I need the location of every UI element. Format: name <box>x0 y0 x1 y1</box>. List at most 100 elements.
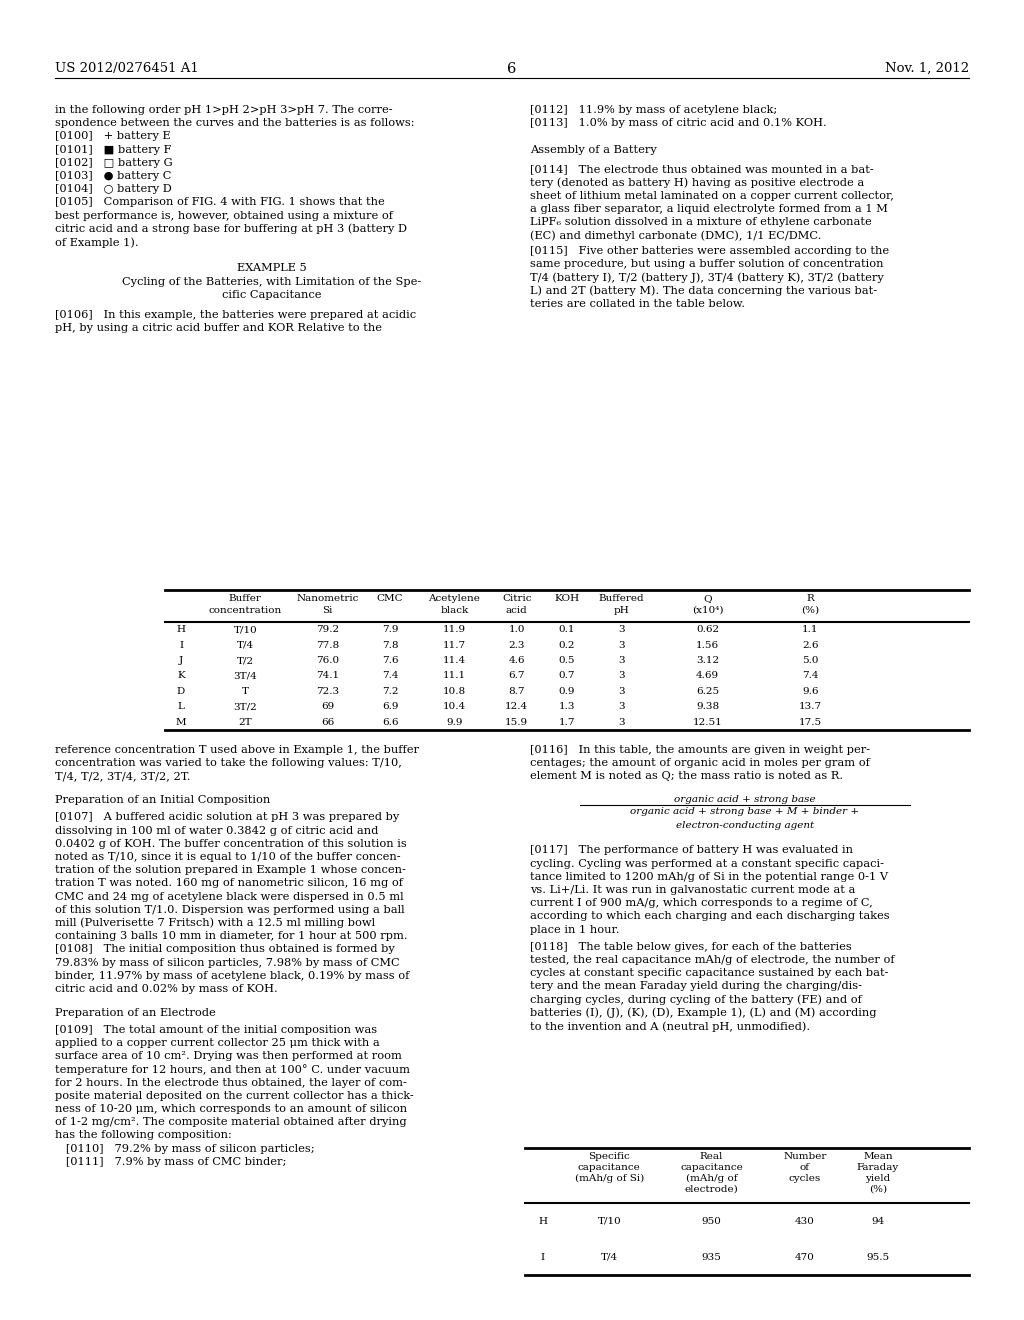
Text: dissolving in 100 ml of water 0.3842 g of citric acid and: dissolving in 100 ml of water 0.3842 g o… <box>55 825 379 836</box>
Text: organic acid + strong base: organic acid + strong base <box>674 796 816 804</box>
Text: 2.6: 2.6 <box>802 640 818 649</box>
Text: 79.2: 79.2 <box>316 626 339 634</box>
Text: 3: 3 <box>617 672 625 681</box>
Text: to the invention and A (neutral pH, unmodified).: to the invention and A (neutral pH, unmo… <box>530 1020 810 1031</box>
Text: reference concentration T used above in Example 1, the buffer: reference concentration T used above in … <box>55 744 419 755</box>
Text: 7.6: 7.6 <box>382 656 398 665</box>
Text: capacitance: capacitance <box>680 1163 742 1172</box>
Text: Nanometric: Nanometric <box>297 594 359 603</box>
Text: centages; the amount of organic acid in moles per gram of: centages; the amount of organic acid in … <box>530 758 869 768</box>
Text: 8.7: 8.7 <box>509 686 525 696</box>
Text: T/4: T/4 <box>237 640 254 649</box>
Text: citric acid and a strong base for buffering at pH 3 (battery D: citric acid and a strong base for buffer… <box>55 224 407 235</box>
Text: in the following order pH 1>pH 2>pH 3>pH 7. The corre-: in the following order pH 1>pH 2>pH 3>pH… <box>55 106 392 115</box>
Text: of 1-2 mg/cm². The composite material obtained after drying: of 1-2 mg/cm². The composite material ob… <box>55 1117 407 1127</box>
Text: 3: 3 <box>617 718 625 727</box>
Text: 12.4: 12.4 <box>505 702 528 711</box>
Text: 0.2: 0.2 <box>559 640 575 649</box>
Text: mill (Pulverisette 7 Fritsch) with a 12.5 ml milling bowl: mill (Pulverisette 7 Fritsch) with a 12.… <box>55 917 375 928</box>
Text: [0101]   ■ battery F: [0101] ■ battery F <box>55 145 171 154</box>
Text: cycling. Cycling was performed at a constant specific capaci-: cycling. Cycling was performed at a cons… <box>530 858 884 869</box>
Text: concentration was varied to take the following values: T/10,: concentration was varied to take the fol… <box>55 758 401 768</box>
Text: best performance is, however, obtained using a mixture of: best performance is, however, obtained u… <box>55 211 393 220</box>
Text: 77.8: 77.8 <box>316 640 339 649</box>
Text: 6: 6 <box>507 62 517 77</box>
Text: 1.3: 1.3 <box>559 702 575 711</box>
Text: binder, 11.97% by mass of acetylene black, 0.19% by mass of: binder, 11.97% by mass of acetylene blac… <box>55 970 410 981</box>
Text: EXAMPLE 5: EXAMPLE 5 <box>238 264 307 273</box>
Text: applied to a copper current collector 25 μm thick with a: applied to a copper current collector 25… <box>55 1038 380 1048</box>
Text: (EC) and dimethyl carbonate (DMC), 1/1 EC/DMC.: (EC) and dimethyl carbonate (DMC), 1/1 E… <box>530 231 821 242</box>
Text: 1.56: 1.56 <box>696 640 719 649</box>
Text: citric acid and 0.02% by mass of KOH.: citric acid and 0.02% by mass of KOH. <box>55 983 278 994</box>
Text: Assembly of a Battery: Assembly of a Battery <box>530 145 656 154</box>
Text: 3: 3 <box>617 686 625 696</box>
Text: 3: 3 <box>617 702 625 711</box>
Text: [0117]   The performance of battery H was evaluated in: [0117] The performance of battery H was … <box>530 845 853 855</box>
Text: [0115]   Five other batteries were assembled according to the: [0115] Five other batteries were assembl… <box>530 247 889 256</box>
Text: for 2 hours. In the electrode thus obtained, the layer of com-: for 2 hours. In the electrode thus obtai… <box>55 1077 407 1088</box>
Text: teries are collated in the table below.: teries are collated in the table below. <box>530 300 745 309</box>
Text: [0107]   A buffered acidic solution at pH 3 was prepared by: [0107] A buffered acidic solution at pH … <box>55 812 399 822</box>
Text: (mAh/g of: (mAh/g of <box>686 1173 737 1183</box>
Text: KOH: KOH <box>554 594 580 603</box>
Text: 2.3: 2.3 <box>509 640 525 649</box>
Text: 7.9: 7.9 <box>382 626 398 634</box>
Text: batteries (I), (J), (K), (D), Example 1), (L) and (M) according: batteries (I), (J), (K), (D), Example 1)… <box>530 1007 877 1018</box>
Text: Real: Real <box>699 1152 723 1162</box>
Text: 7.4: 7.4 <box>802 672 818 681</box>
Text: [0110]   79.2% by mass of silicon particles;: [0110] 79.2% by mass of silicon particle… <box>55 1143 314 1154</box>
Text: of Example 1).: of Example 1). <box>55 238 138 248</box>
Text: cycles: cycles <box>788 1173 821 1183</box>
Text: tration of the solution prepared in Example 1 whose concen-: tration of the solution prepared in Exam… <box>55 865 406 875</box>
Text: capacitance: capacitance <box>578 1163 641 1172</box>
Text: 3T/4: 3T/4 <box>233 672 257 681</box>
Text: tration T was noted. 160 mg of nanometric silicon, 16 mg of: tration T was noted. 160 mg of nanometri… <box>55 878 403 888</box>
Text: T/4 (battery I), T/2 (battery J), 3T/4 (battery K), 3T/2 (battery: T/4 (battery I), T/2 (battery J), 3T/4 (… <box>530 273 884 284</box>
Text: 9.38: 9.38 <box>696 702 719 711</box>
Text: 950: 950 <box>701 1217 722 1225</box>
Text: 11.4: 11.4 <box>442 656 466 665</box>
Text: Specific: Specific <box>589 1152 630 1162</box>
Text: 3.12: 3.12 <box>696 656 719 665</box>
Text: 6.9: 6.9 <box>382 702 398 711</box>
Text: T/10: T/10 <box>233 626 257 634</box>
Text: Mean: Mean <box>863 1152 893 1162</box>
Text: 2T: 2T <box>239 718 252 727</box>
Text: Nov. 1, 2012: Nov. 1, 2012 <box>885 62 969 75</box>
Text: [0106]   In this example, the batteries were prepared at acidic: [0106] In this example, the batteries we… <box>55 310 416 319</box>
Text: 10.8: 10.8 <box>442 686 466 696</box>
Text: 470: 470 <box>795 1253 815 1262</box>
Text: yield: yield <box>865 1173 891 1183</box>
Text: ness of 10-20 μm, which corresponds to an amount of silicon: ness of 10-20 μm, which corresponds to a… <box>55 1104 408 1114</box>
Text: noted as T/10, since it is equal to 1/10 of the buffer concen-: noted as T/10, since it is equal to 1/10… <box>55 851 400 862</box>
Text: a glass fiber separator, a liquid electrolyte formed from a 1 M: a glass fiber separator, a liquid electr… <box>530 205 888 214</box>
Text: 0.7: 0.7 <box>559 672 575 681</box>
Text: CMC: CMC <box>377 594 403 603</box>
Text: concentration: concentration <box>209 606 282 615</box>
Text: [0112]   11.9% by mass of acetylene black;: [0112] 11.9% by mass of acetylene black; <box>530 106 777 115</box>
Text: of: of <box>800 1163 810 1172</box>
Text: 94: 94 <box>871 1217 885 1225</box>
Text: US 2012/0276451 A1: US 2012/0276451 A1 <box>55 62 199 75</box>
Text: 79.83% by mass of silicon particles, 7.98% by mass of CMC: 79.83% by mass of silicon particles, 7.9… <box>55 957 399 968</box>
Text: 0.62: 0.62 <box>696 626 719 634</box>
Text: tested, the real capacitance mAh/g of electrode, the number of: tested, the real capacitance mAh/g of el… <box>530 954 895 965</box>
Text: spondence between the curves and the batteries is as follows:: spondence between the curves and the bat… <box>55 119 415 128</box>
Text: 13.7: 13.7 <box>799 702 822 711</box>
Text: I: I <box>179 640 183 649</box>
Text: 9.6: 9.6 <box>802 686 818 696</box>
Text: L: L <box>177 702 184 711</box>
Text: 11.9: 11.9 <box>442 626 466 634</box>
Text: T/2: T/2 <box>237 656 254 665</box>
Text: Buffer: Buffer <box>229 594 262 603</box>
Text: Cycling of the Batteries, with Limitation of the Spe-: Cycling of the Batteries, with Limitatio… <box>123 277 422 286</box>
Text: tance limited to 1200 mAh/g of Si in the potential range 0-1 V: tance limited to 1200 mAh/g of Si in the… <box>530 871 888 882</box>
Text: Si: Si <box>323 606 333 615</box>
Text: 0.1: 0.1 <box>559 626 575 634</box>
Text: 0.9: 0.9 <box>559 686 575 696</box>
Text: Preparation of an Initial Composition: Preparation of an Initial Composition <box>55 795 270 805</box>
Text: 5.0: 5.0 <box>802 656 818 665</box>
Text: tery (denoted as battery H) having as positive electrode a: tery (denoted as battery H) having as po… <box>530 178 864 189</box>
Text: 66: 66 <box>322 718 335 727</box>
